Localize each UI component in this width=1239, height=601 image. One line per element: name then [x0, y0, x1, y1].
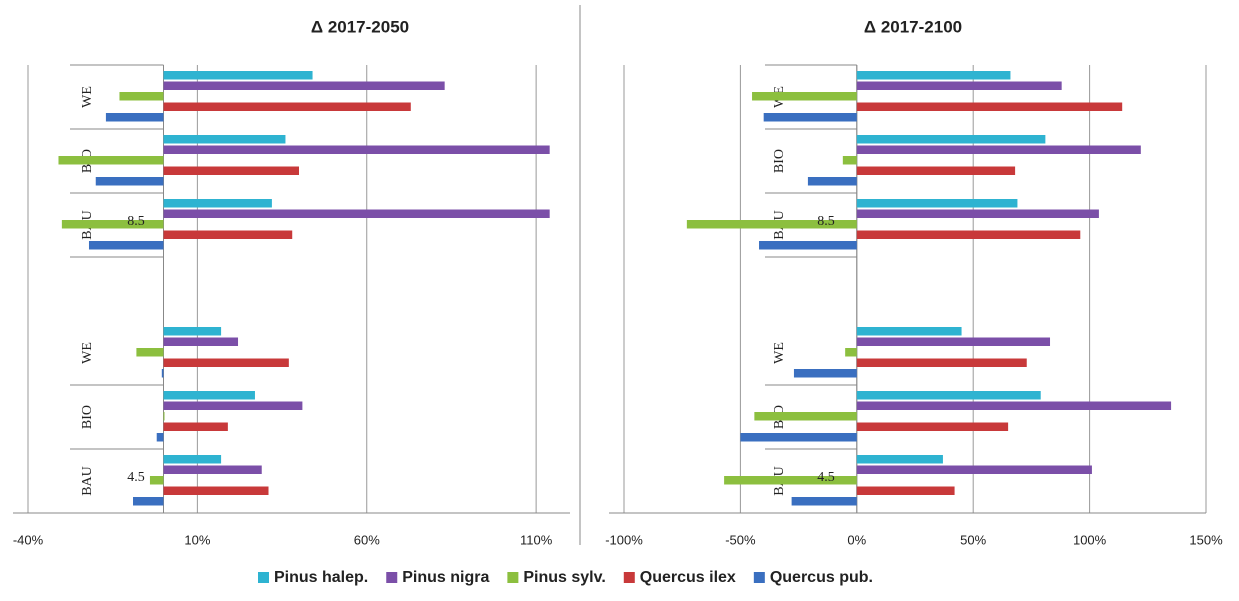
bar	[686, 220, 857, 229]
bar	[856, 422, 1009, 431]
x-tick-label: -40%	[13, 532, 44, 547]
bar	[163, 166, 299, 175]
bar	[759, 241, 857, 250]
x-tick-label: 50%	[960, 532, 986, 547]
category-label: WE	[80, 86, 95, 108]
category-label: BAU	[80, 466, 95, 496]
bar	[856, 199, 1018, 208]
bar	[105, 113, 164, 122]
legend-swatch	[753, 572, 765, 583]
bar	[856, 230, 1081, 239]
x-tick-label: 0%	[847, 532, 866, 547]
category-label: WE	[80, 342, 95, 364]
bar	[856, 391, 1041, 400]
legend-label: Pinus halep.	[274, 569, 368, 586]
bar	[856, 81, 1062, 90]
bar	[856, 71, 1011, 80]
bar	[161, 369, 164, 378]
bar	[163, 145, 550, 154]
bar	[163, 81, 445, 90]
legend-label: Quercus ilex	[640, 569, 736, 586]
bar	[856, 166, 1016, 175]
bar	[163, 455, 222, 464]
bar	[163, 358, 289, 367]
x-tick-label: -100%	[605, 532, 643, 547]
legend-label: Quercus pub.	[770, 569, 873, 586]
bar	[163, 465, 262, 474]
annotation: 8.5	[127, 214, 145, 229]
bar	[856, 401, 1172, 410]
bar	[856, 209, 1099, 218]
bar	[856, 327, 962, 336]
bar	[856, 145, 1141, 154]
bar	[752, 92, 857, 101]
bar	[724, 476, 857, 485]
bar	[740, 433, 857, 442]
annotation: 8.5	[817, 214, 835, 229]
x-tick-label: 10%	[184, 532, 210, 547]
legend-swatch	[507, 572, 519, 583]
bar	[119, 92, 164, 101]
bar	[807, 177, 857, 186]
bar	[163, 327, 222, 336]
legend-swatch	[258, 572, 269, 583]
bar	[136, 348, 164, 357]
x-tick-label: 110%	[520, 532, 553, 547]
bar	[856, 102, 1123, 111]
bar	[163, 199, 272, 208]
bar	[58, 156, 164, 165]
bar	[793, 369, 857, 378]
bar	[856, 455, 943, 464]
x-tick-label: -50%	[725, 532, 756, 547]
bar	[856, 358, 1027, 367]
bar	[149, 476, 164, 485]
legend-swatch	[623, 572, 635, 583]
bar	[163, 391, 255, 400]
bar	[156, 433, 164, 442]
x-tick-label: 150%	[1189, 532, 1223, 547]
bar	[791, 497, 857, 506]
bar	[133, 497, 164, 506]
bar	[856, 337, 1051, 346]
bar	[856, 135, 1046, 144]
bar	[95, 177, 164, 186]
category-label: BIO	[772, 149, 787, 173]
bar	[163, 135, 286, 144]
bar	[754, 412, 857, 421]
bar	[163, 486, 269, 495]
bar	[61, 220, 164, 229]
bar	[163, 401, 303, 410]
annotation: 4.5	[817, 470, 835, 485]
chart-title: Δ 2017-2100	[864, 17, 962, 36]
bar	[845, 348, 857, 357]
x-tick-label: 100%	[1073, 532, 1107, 547]
legend-label: Pinus nigra	[402, 569, 489, 586]
bar	[163, 412, 165, 421]
bar	[163, 209, 550, 218]
bar	[842, 156, 857, 165]
bar	[88, 241, 164, 250]
bar	[163, 337, 239, 346]
chart-title: Δ 2017-2050	[311, 17, 409, 36]
bar	[856, 486, 955, 495]
annotation: 4.5	[127, 470, 145, 485]
bar	[163, 230, 293, 239]
x-tick-label: 60%	[354, 532, 380, 547]
bar	[856, 465, 1092, 474]
legend-label: Pinus sylv.	[523, 569, 605, 586]
bar	[163, 422, 228, 431]
legend-swatch	[386, 572, 398, 583]
bar	[763, 113, 857, 122]
category-label: BIO	[80, 405, 95, 429]
bar	[163, 102, 411, 111]
bar	[163, 71, 313, 80]
category-label: WE	[772, 342, 787, 364]
